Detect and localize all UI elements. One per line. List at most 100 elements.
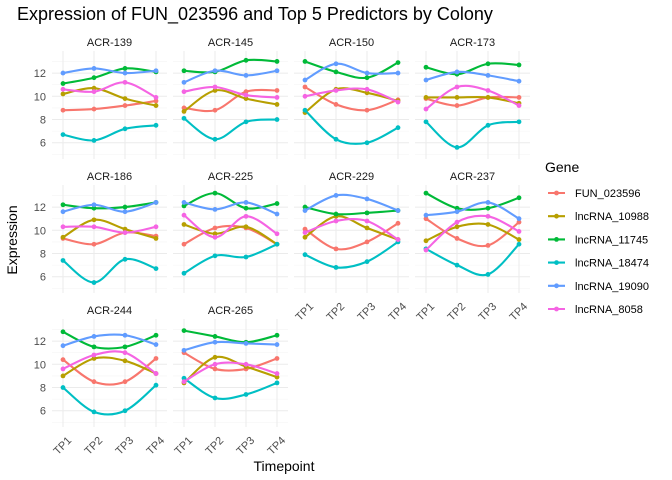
data-point-lncRNA_10988 bbox=[91, 217, 97, 223]
data-point-lncRNA_10988 bbox=[91, 85, 97, 91]
data-point-lncRNA_19090 bbox=[243, 340, 249, 346]
facet-panel-ACR-225: ACR-225 bbox=[173, 171, 288, 293]
chart-title: Expression of FUN_023596 and Top 5 Predi… bbox=[17, 4, 493, 25]
data-point-lncRNA_8058 bbox=[395, 237, 401, 242]
data-point-lncRNA_11745 bbox=[485, 61, 491, 67]
data-point-lncRNA_19090 bbox=[274, 342, 280, 347]
data-point-lncRNA_18474 bbox=[274, 241, 280, 247]
data-point-lncRNA_11745 bbox=[274, 59, 280, 64]
data-point-lncRNA_18474 bbox=[454, 144, 460, 150]
data-point-lncRNA_18474 bbox=[91, 138, 97, 143]
panel-background bbox=[52, 51, 167, 159]
data-point-lncRNA_19090 bbox=[181, 79, 187, 85]
data-point-lncRNA_18474 bbox=[60, 258, 66, 263]
data-point-lncRNA_19090 bbox=[516, 78, 522, 84]
data-point-lncRNA_18474 bbox=[243, 119, 249, 125]
data-point-FUN_023596 bbox=[516, 95, 522, 100]
data-point-lncRNA_10988 bbox=[423, 238, 429, 244]
data-point-FUN_023596 bbox=[333, 246, 339, 252]
data-point-lncRNA_11745 bbox=[212, 334, 218, 339]
data-point-lncRNA_10988 bbox=[122, 226, 128, 232]
series-line-lncRNA_10988 bbox=[182, 89, 279, 113]
data-point-lncRNA_10988 bbox=[274, 102, 280, 107]
facet-strip-label: ACR-229 bbox=[329, 171, 374, 183]
data-point-lncRNA_11745 bbox=[91, 344, 97, 350]
data-point-lncRNA_8058 bbox=[212, 234, 218, 240]
data-point-lncRNA_10988 bbox=[454, 224, 460, 230]
series-line-lncRNA_18474 bbox=[61, 124, 158, 142]
data-point-lncRNA_18474 bbox=[212, 136, 218, 142]
data-point-FUN_023596 bbox=[181, 105, 187, 111]
data-point-lncRNA_10988 bbox=[212, 231, 218, 237]
legend-label: FUN_023596 bbox=[575, 188, 640, 200]
data-point-lncRNA_8058 bbox=[212, 84, 218, 90]
data-point-lncRNA_10988 bbox=[212, 88, 218, 93]
data-point-lncRNA_19090 bbox=[153, 342, 159, 347]
y-tick-label: 6 bbox=[40, 406, 46, 418]
x-tick-label: TP3 bbox=[113, 435, 136, 458]
data-point-FUN_023596 bbox=[274, 356, 280, 361]
data-point-lncRNA_18474 bbox=[485, 272, 491, 277]
y-tick-label: 6 bbox=[40, 138, 46, 150]
legend-title: Gene bbox=[545, 159, 579, 175]
y-tick-label: 10 bbox=[34, 359, 46, 371]
data-point-lncRNA_8058 bbox=[423, 106, 429, 112]
legend-key-point bbox=[554, 283, 559, 289]
panel-background bbox=[415, 185, 530, 293]
data-point-lncRNA_11745 bbox=[181, 68, 187, 74]
data-point-lncRNA_18474 bbox=[423, 119, 429, 125]
y-tick-label: 10 bbox=[34, 225, 46, 237]
facet-strip-label: ACR-265 bbox=[208, 305, 253, 317]
data-point-lncRNA_18474 bbox=[516, 241, 522, 247]
data-point-lncRNA_19090 bbox=[60, 343, 66, 349]
data-point-lncRNA_18474 bbox=[91, 280, 97, 285]
facet-panel-ACR-244: ACR-244 6 8 10 12 TP1 TP2 TP3 TP4 bbox=[34, 305, 167, 457]
data-point-lncRNA_10988 bbox=[60, 91, 66, 97]
data-point-lncRNA_11745 bbox=[454, 205, 460, 211]
data-point-lncRNA_19090 bbox=[302, 77, 308, 83]
series-line-lncRNA_19090 bbox=[61, 67, 158, 75]
data-point-lncRNA_8058 bbox=[302, 93, 308, 99]
facet-strip-label: ACR-225 bbox=[208, 171, 253, 183]
data-point-lncRNA_18474 bbox=[153, 122, 159, 128]
data-point-lncRNA_19090 bbox=[181, 200, 187, 205]
data-point-lncRNA_10988 bbox=[302, 234, 308, 240]
data-point-lncRNA_10988 bbox=[153, 236, 159, 241]
data-point-FUN_023596 bbox=[454, 103, 460, 108]
data-point-lncRNA_19090 bbox=[454, 209, 460, 215]
data-point-lncRNA_8058 bbox=[454, 84, 460, 90]
series-line-lncRNA_8058 bbox=[424, 214, 521, 252]
data-point-lncRNA_11745 bbox=[302, 59, 308, 64]
data-point-lncRNA_19090 bbox=[91, 66, 97, 71]
series-line-lncRNA_8058 bbox=[61, 225, 158, 234]
data-point-lncRNA_8058 bbox=[395, 99, 401, 105]
facet-panel-ACR-150: ACR-150 bbox=[294, 37, 409, 159]
facet-panel-ACR-173: ACR-173 bbox=[415, 37, 530, 159]
data-point-lncRNA_11745 bbox=[274, 332, 280, 338]
data-point-FUN_023596 bbox=[91, 241, 97, 247]
data-point-lncRNA_18474 bbox=[333, 265, 339, 270]
legend-key-point bbox=[554, 190, 559, 196]
data-point-lncRNA_10988 bbox=[516, 237, 522, 242]
x-tick-label: TP2 bbox=[324, 301, 347, 324]
facet-strip-label: ACR-244 bbox=[87, 305, 132, 317]
data-point-lncRNA_18474 bbox=[122, 256, 128, 262]
data-point-lncRNA_11745 bbox=[333, 211, 339, 217]
series-line-lncRNA_10988 bbox=[182, 223, 279, 246]
data-point-lncRNA_18474 bbox=[364, 259, 370, 265]
data-point-lncRNA_8058 bbox=[153, 224, 159, 230]
data-point-lncRNA_8058 bbox=[516, 229, 522, 234]
data-point-lncRNA_11745 bbox=[91, 205, 97, 211]
series-line-lncRNA_18474 bbox=[182, 377, 279, 400]
series-line-FUN_023596 bbox=[424, 95, 521, 107]
series-line-lncRNA_10988 bbox=[182, 355, 279, 384]
data-point-lncRNA_10988 bbox=[91, 356, 97, 361]
series-line-lncRNA_11745 bbox=[182, 329, 279, 344]
data-point-lncRNA_8058 bbox=[302, 230, 308, 236]
data-point-lncRNA_10988 bbox=[274, 374, 280, 380]
data-point-lncRNA_8058 bbox=[60, 86, 66, 92]
data-point-FUN_023596 bbox=[364, 239, 370, 245]
data-point-FUN_023596 bbox=[122, 379, 128, 385]
data-point-lncRNA_18474 bbox=[364, 140, 370, 146]
data-point-FUN_023596 bbox=[485, 242, 491, 248]
